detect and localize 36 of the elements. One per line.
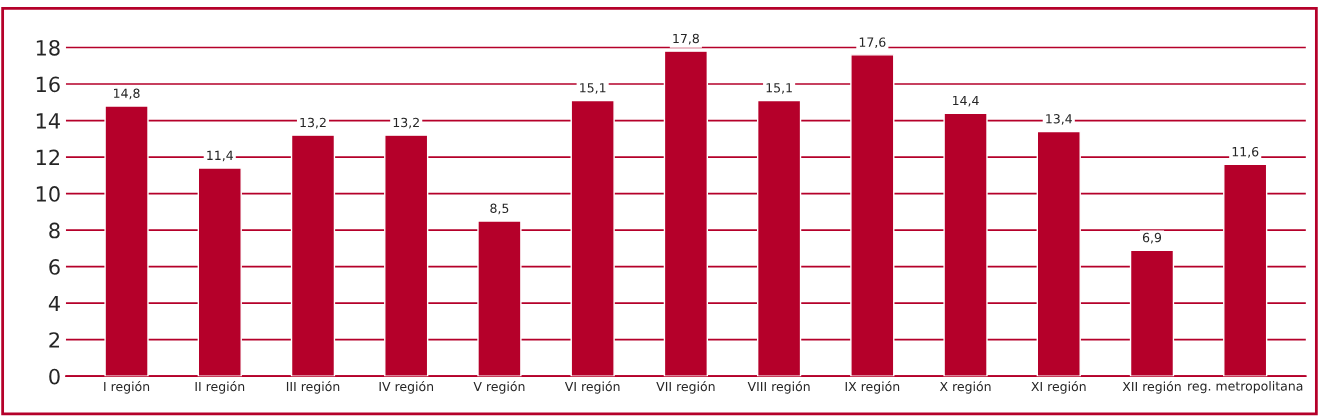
y-tick-label: 8: [49, 222, 60, 239]
x-tick-label: X región: [939, 381, 991, 394]
x-tick-label: VI región: [564, 381, 620, 394]
x-tick-label: reg. metropolitana: [1188, 381, 1303, 394]
data-label: 17,6: [859, 37, 886, 49]
x-tick-label: XII región: [1122, 381, 1181, 394]
x-tick-label: V región: [473, 381, 525, 394]
data-label: 6,9: [1142, 232, 1162, 244]
y-tick-label: 2: [49, 332, 59, 348]
y-tick-label: 0: [49, 368, 60, 385]
data-label: 11,6: [1232, 146, 1259, 158]
x-tick-label: VII región: [656, 381, 715, 394]
data-label: 13,2: [300, 117, 326, 129]
y-tick-label: 4: [48, 295, 60, 312]
data-label: 15,1: [580, 83, 606, 94]
x-tick-label: IX región: [845, 381, 900, 394]
y-tick-label: 6: [49, 259, 60, 275]
x-tick-label: II región: [195, 381, 245, 394]
data-label: 13,2: [393, 117, 419, 129]
x-tick-label: IV región: [379, 381, 434, 394]
x-tick-label: VIII región: [747, 381, 810, 394]
y-tick-label: 16: [36, 76, 60, 93]
data-label: 15,1: [766, 83, 792, 94]
x-tick-label: III región: [286, 381, 340, 394]
x-tick-label: XI región: [1031, 381, 1086, 394]
y-tick-label: 14: [36, 113, 60, 129]
data-label: 14,8: [114, 88, 140, 100]
y-tick-label: 10: [36, 186, 60, 202]
data-label: 17,8: [673, 33, 699, 45]
data-label: 14,4: [953, 95, 979, 107]
data-label: 11,4: [207, 150, 233, 162]
data-label: 8,5: [490, 203, 509, 215]
y-tick-label: 12: [36, 149, 59, 165]
data-label: 13,4: [1046, 114, 1072, 125]
x-tick-label: I región: [104, 381, 150, 394]
y-tick-label: 18: [36, 39, 60, 56]
